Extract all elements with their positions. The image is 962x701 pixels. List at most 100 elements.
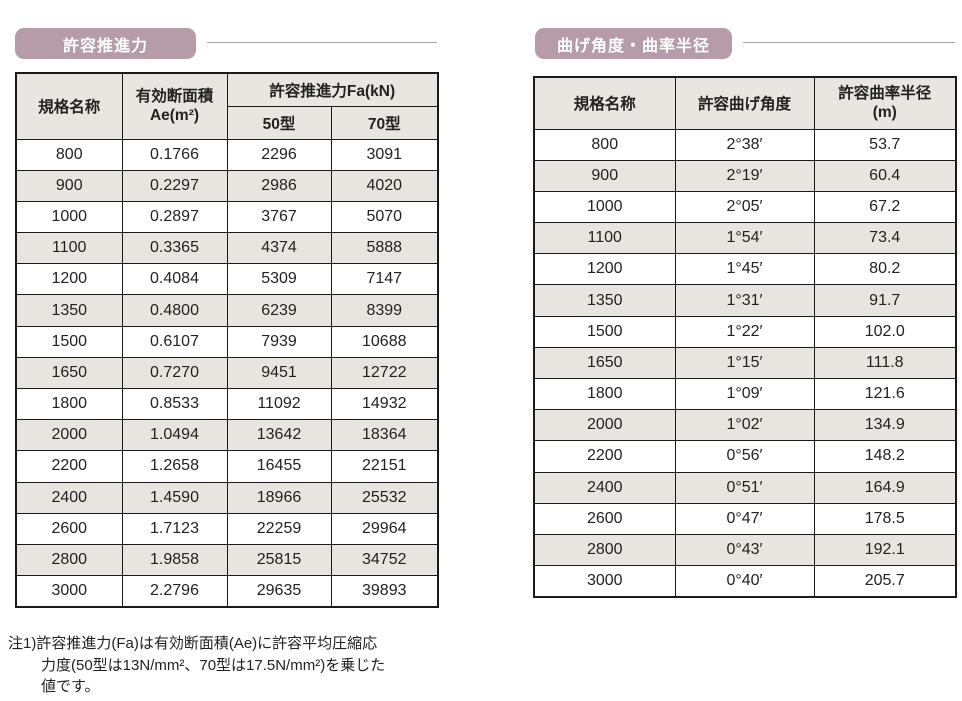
cell-name: 2200 [533,440,676,473]
cell-angle: 0°40′ [674,565,815,598]
cell-name: 1350 [533,284,676,317]
footnote-line: 値です。 [41,678,100,695]
table-row: 2200 0°56′ 148.2 [533,440,957,473]
propulsion-table: 規格名称 有効断面積 Ae(m²) 許容推進力Fa(kN) 50型 70型 8 [15,72,440,608]
cell-area: 0.7270 [121,356,228,390]
cell-name: 1500 [15,325,123,358]
header-spec-name: 規格名称 [533,76,676,130]
cell-radius: 164.9 [813,471,957,504]
cell-radius: 102.0 [813,315,957,348]
cell-name: 800 [533,128,676,161]
cell-name: 2800 [533,533,676,567]
table-row: 2000 1°02′ 134.9 [533,409,957,442]
header-type-50: 50型 [226,105,332,140]
cell-radius: 148.2 [813,440,957,473]
cell-angle: 1°54′ [674,222,815,255]
table-row: 1350 0.4800 6239 8399 [15,294,439,327]
footnote-line: 注1)許容推進力(Fa)は有効断面積(Ae)に許容平均圧縮応 [8,635,378,652]
cell-f70: 34752 [330,543,439,577]
table-row: 2400 1.4590 18966 25532 [15,481,439,514]
cell-area: 1.4590 [121,481,228,514]
propulsion-table-body: 800 0.1766 2296 3091 900 0.2297 2986 4020 1000 0.… [15,138,439,608]
cell-name: 1500 [533,315,676,348]
cell-f50: 4374 [226,232,332,265]
footnote-note1: 注1)許容推進力(Fa)は有効断面積(Ae)に許容平均圧縮応 力度(50型は13… [8,633,468,698]
cell-f70: 25532 [330,481,439,514]
cell-radius: 134.9 [813,409,957,442]
table-row: 2600 1.7123 22259 29964 [15,512,439,545]
table-row: 1200 0.4084 5309 7147 [15,263,439,296]
cell-f70: 5070 [330,200,439,234]
cell-name: 2600 [533,502,676,535]
bending-table: 規格名称 許容曲げ角度 許容曲率半径 (m) 800 2°38′ 53.7 900 2°… [533,76,957,598]
header-spec-name: 規格名称 [15,72,123,140]
cell-f50: 29635 [226,575,332,608]
cell-angle: 1°15′ [674,346,815,380]
table-row: 900 0.2297 2986 4020 [15,169,439,202]
cell-f50: 3767 [226,200,332,234]
cell-f70: 7147 [330,263,439,296]
cell-f70: 22151 [330,450,439,483]
table-row: 1500 1°22′ 102.0 [533,315,957,348]
cell-f50: 6239 [226,294,332,327]
cell-name: 2200 [15,450,123,483]
section-rule-right [743,42,955,43]
table-row: 900 2°19′ 60.4 [533,159,957,192]
cell-f50: 18966 [226,481,332,514]
cell-name: 1100 [15,232,123,265]
footnote-line: 力度(50型は13N/mm²、70型は17.5N/mm²)を乗じた [41,656,386,674]
cell-name: 800 [15,138,123,171]
cell-name: 2400 [15,481,123,514]
cell-name: 900 [533,159,676,192]
cell-f70: 8399 [330,294,439,327]
cell-area: 0.1766 [121,138,228,171]
cell-radius: 205.7 [813,565,957,598]
cell-f50: 11092 [226,387,332,421]
section-badge-bending-label: 曲げ角度・曲率半径 [556,37,710,55]
header-bend-angle: 許容曲げ角度 [674,76,815,130]
cell-name: 1000 [533,190,676,224]
cell-f50: 16455 [226,450,332,483]
cell-radius: 111.8 [813,346,957,380]
cell-name: 1650 [533,346,676,380]
cell-f70: 39893 [330,575,439,608]
table-row: 2800 0°43′ 192.1 [533,533,957,567]
cell-area: 1.9858 [121,543,228,577]
cell-name: 1350 [15,294,123,327]
cell-f50: 22259 [226,512,332,545]
cell-radius: 178.5 [813,502,957,535]
cell-f50: 2986 [226,169,332,202]
cell-area: 0.2897 [121,200,228,234]
bending-table-header: 規格名称 許容曲げ角度 許容曲率半径 (m) [533,76,957,130]
cell-f70: 5888 [330,232,439,265]
cell-f70: 4020 [330,169,439,202]
cell-f50: 9451 [226,356,332,390]
table-row: 1800 0.8533 11092 14932 [15,387,439,421]
cell-f70: 18364 [330,419,439,452]
table-row: 800 2°38′ 53.7 [533,128,957,161]
cell-name: 2400 [533,471,676,504]
cell-area: 0.6107 [121,325,228,358]
cell-radius: 60.4 [813,159,957,192]
cell-name: 1800 [15,387,123,421]
cell-name: 2600 [15,512,123,545]
cell-radius: 73.4 [813,222,957,255]
section-badge-bending: 曲げ角度・曲率半径 [535,28,732,59]
cell-angle: 0°56′ [674,440,815,473]
cell-area: 1.0494 [121,419,228,452]
cell-f70: 29964 [330,512,439,545]
table-row: 3000 0°40′ 205.7 [533,565,957,598]
cell-area: 0.8533 [121,387,228,421]
cell-name: 2800 [15,543,123,577]
cell-f50: 7939 [226,325,332,358]
cell-radius: 121.6 [813,377,957,411]
table-row: 3000 2.2796 29635 39893 [15,575,439,608]
table-row: 1350 1°31′ 91.7 [533,284,957,317]
cell-radius: 53.7 [813,128,957,161]
cell-area: 0.4084 [121,263,228,296]
table-row: 2400 0°51′ 164.9 [533,471,957,504]
section-badge-propulsion-label: 許容推進力 [62,37,148,55]
section-rule-left [207,42,437,43]
table-row: 2600 0°47′ 178.5 [533,502,957,535]
